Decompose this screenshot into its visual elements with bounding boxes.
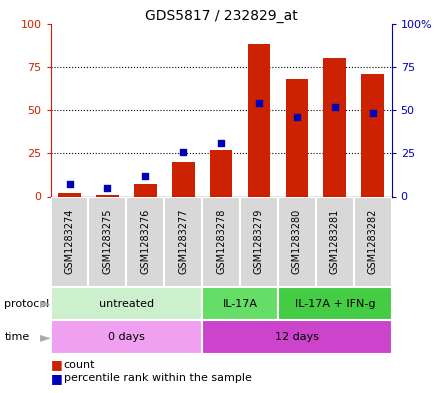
Point bbox=[369, 110, 376, 117]
FancyBboxPatch shape bbox=[164, 196, 202, 287]
Text: GSM1283280: GSM1283280 bbox=[292, 209, 302, 274]
Text: GSM1283274: GSM1283274 bbox=[65, 209, 74, 274]
Point bbox=[331, 103, 338, 110]
Point bbox=[66, 181, 73, 187]
Bar bbox=[172, 162, 194, 196]
FancyBboxPatch shape bbox=[202, 196, 240, 287]
Bar bbox=[323, 58, 346, 196]
Bar bbox=[51, 287, 202, 320]
Bar bbox=[202, 320, 392, 354]
Text: ■: ■ bbox=[51, 371, 62, 385]
Text: ■: ■ bbox=[51, 358, 62, 371]
Text: ►: ► bbox=[40, 330, 51, 344]
FancyBboxPatch shape bbox=[126, 196, 164, 287]
Point bbox=[180, 149, 187, 155]
Text: GSM1283278: GSM1283278 bbox=[216, 209, 226, 274]
Text: GSM1283276: GSM1283276 bbox=[140, 209, 150, 274]
Text: IL-17A + IFN-g: IL-17A + IFN-g bbox=[294, 299, 375, 309]
Text: count: count bbox=[64, 360, 95, 370]
Text: percentile rank within the sample: percentile rank within the sample bbox=[64, 373, 252, 383]
Text: GSM1283277: GSM1283277 bbox=[178, 209, 188, 274]
FancyBboxPatch shape bbox=[278, 196, 316, 287]
Bar bbox=[202, 287, 278, 320]
Bar bbox=[286, 79, 308, 196]
FancyBboxPatch shape bbox=[316, 196, 354, 287]
Title: GDS5817 / 232829_at: GDS5817 / 232829_at bbox=[145, 9, 297, 22]
Text: 12 days: 12 days bbox=[275, 332, 319, 342]
Text: untreated: untreated bbox=[99, 299, 154, 309]
Bar bbox=[134, 184, 157, 196]
Text: time: time bbox=[4, 332, 29, 342]
Bar bbox=[361, 74, 384, 196]
Text: GSM1283281: GSM1283281 bbox=[330, 209, 340, 274]
Bar bbox=[51, 320, 202, 354]
Point bbox=[256, 100, 263, 106]
Text: IL-17A: IL-17A bbox=[223, 299, 257, 309]
Bar bbox=[210, 150, 232, 196]
Text: 0 days: 0 days bbox=[108, 332, 145, 342]
Point bbox=[218, 140, 225, 146]
Text: GSM1283275: GSM1283275 bbox=[103, 209, 113, 274]
FancyBboxPatch shape bbox=[354, 196, 392, 287]
FancyBboxPatch shape bbox=[51, 196, 88, 287]
Bar bbox=[278, 287, 392, 320]
Point bbox=[104, 185, 111, 191]
Bar bbox=[96, 195, 119, 196]
FancyBboxPatch shape bbox=[240, 196, 278, 287]
Bar bbox=[248, 44, 270, 196]
Text: protocol: protocol bbox=[4, 299, 50, 309]
Point bbox=[142, 173, 149, 179]
Text: GSM1283279: GSM1283279 bbox=[254, 209, 264, 274]
Text: ►: ► bbox=[40, 297, 51, 310]
FancyBboxPatch shape bbox=[88, 196, 126, 287]
Bar bbox=[58, 193, 81, 196]
Text: GSM1283282: GSM1283282 bbox=[368, 209, 378, 274]
Point bbox=[293, 114, 301, 120]
